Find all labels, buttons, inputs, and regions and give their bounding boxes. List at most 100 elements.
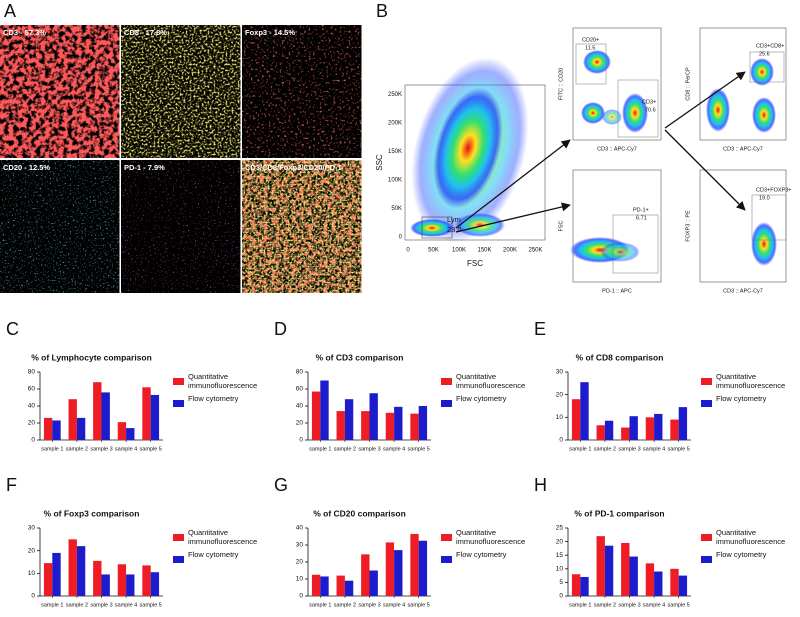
bar [369,570,378,596]
gate-value: 25.6 [759,51,770,57]
chart-title: % of CD8 comparison [576,352,664,362]
plot-frame [572,169,662,283]
y-axis-label: FOXP3 :: PE [685,210,691,242]
y-tick-label: 0 [299,437,303,444]
x-tick-label: sample 3 [618,446,640,452]
x-tick-label: sample 2 [334,446,356,452]
bar [604,545,614,596]
legend-swatch [173,400,184,407]
bar [142,387,151,440]
bar [629,556,638,596]
stain [242,25,362,158]
arrow [664,71,746,129]
legend-swatch [701,378,712,385]
y-tick-label: 150K [388,149,402,155]
legend-entry: Flow cytometry [456,395,507,403]
bar [369,393,378,440]
x-tick-label: sample 3 [358,446,380,452]
legend-swatch [701,556,712,563]
legend-entry: Flow cytometry [456,551,506,559]
legend-swatch [173,534,184,541]
x-tick-label: sample 4 [383,446,405,452]
y-axis-label: CD8 :: PerCP [685,67,691,101]
x-tick-label: sample 3 [618,602,640,608]
gate [575,43,607,85]
density [706,88,730,132]
x-tick-label: sample 3 [90,446,112,452]
bar [670,419,679,440]
bar [670,568,679,596]
chart-title: % of PD-1 comparison [574,508,664,518]
y-tick-label: 30 [28,525,36,532]
y-tick-label: 0 [31,593,35,600]
bar [43,563,53,596]
density [581,102,605,124]
y-tick-label: 10 [556,414,564,421]
x-tick-label: sample 5 [408,446,430,452]
x-tick-label: sample 5 [408,602,430,608]
bar [93,382,102,440]
bar [629,416,638,440]
y-tick-label: 40 [296,403,304,410]
chart-title: % of CD20 comparison [313,508,406,518]
y-tick-label: 20 [28,420,36,427]
stain [121,160,241,293]
x-tick-label: sample 2 [334,602,356,608]
bar [361,554,370,596]
x-axis-label: CD3 :: APC-Cy7 [597,146,637,152]
panel-letter: F [6,475,17,495]
legend-label: Flow cytometry [716,551,767,559]
bar [101,392,110,440]
y-tick-label: 40 [28,403,36,410]
legend-entry: Quantitative immunofluorescence [716,529,785,545]
x-tick-label: sample 3 [90,602,112,608]
plot-frame [699,169,787,283]
gate [612,214,659,274]
gate [751,194,787,241]
legend-label: Flow cytometry [456,395,507,403]
x-tick-label: sample 1 [309,446,331,452]
panel-letter: C [6,319,19,339]
bar [678,407,688,440]
tile-label: PD-1 - 7.9% [124,163,165,172]
gate [749,51,785,83]
bar [654,571,663,596]
y-tick-label: 25 [556,525,564,532]
density [433,87,503,209]
bar [344,399,354,440]
bar [604,420,614,440]
legend-swatch [441,400,452,407]
y-tick-label: 10 [28,570,36,577]
bar [645,417,655,440]
legend-swatch [441,556,452,563]
legend-entry: Flow cytometry [716,395,766,403]
legend-entry: Quantitative immunofluorescence [188,529,257,545]
y-tick-label: 200K [388,121,402,127]
bar [311,391,321,440]
y-tick-label: 5 [559,579,563,586]
x-tick-label: 100K [452,248,466,254]
x-tick-label: sample 4 [115,602,137,608]
bar [142,565,151,596]
density [750,58,774,86]
x-tick-label: sample 3 [358,602,380,608]
x-tick-label: sample 1 [41,446,63,452]
gate-value: 23.0 [447,225,462,234]
bar [52,552,61,596]
density [583,50,611,74]
x-axis-label: CD3 :: APC-Cy7 [723,146,763,152]
y-axis-label: FSC [558,220,564,231]
x-tick-label: sample 4 [115,446,137,452]
x-tick-label: 50K [428,248,439,254]
panel-letter: G [274,475,288,495]
legend-label: Quantitative immunofluorescence [716,373,786,390]
gate-label: CD3+ [642,99,656,105]
x-tick-label: 200K [503,248,517,254]
y-tick-label: 40 [296,525,304,532]
x-tick-label: sample 2 [594,446,616,452]
y-tick-label: 30 [296,542,304,549]
chart-title: % of Foxp3 comparison [44,508,140,518]
stain [121,25,241,158]
